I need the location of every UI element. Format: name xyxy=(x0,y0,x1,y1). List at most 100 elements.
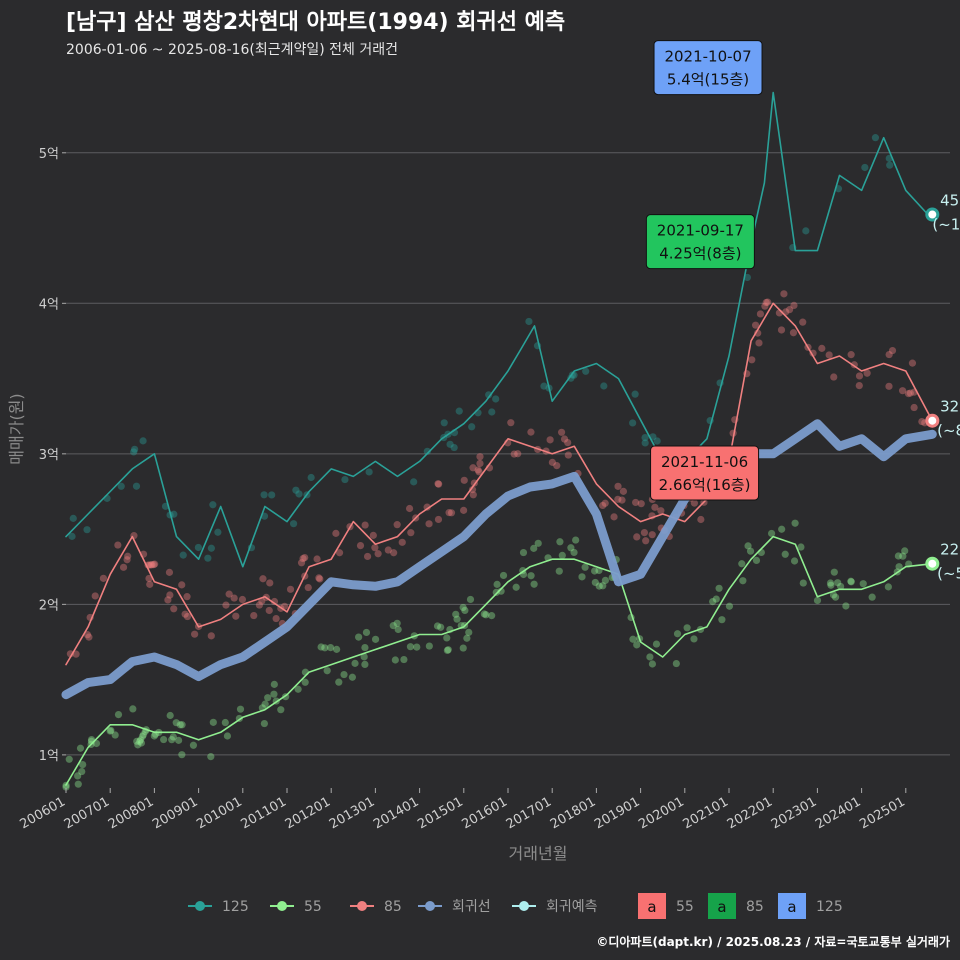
scatter-point xyxy=(474,466,482,474)
scatter-point xyxy=(595,582,603,590)
scatter-point xyxy=(265,606,273,615)
scatter-point xyxy=(423,503,431,511)
scatter-point xyxy=(813,596,822,605)
x-tick-label: 200801 xyxy=(106,794,156,832)
scatter-point xyxy=(183,593,191,601)
x-tick-label: 201901 xyxy=(592,794,642,832)
scatter-point xyxy=(572,536,580,544)
scatter-point xyxy=(362,628,371,637)
scatter-point xyxy=(316,575,324,583)
scatter-point xyxy=(326,643,335,652)
scatter-point xyxy=(640,528,649,537)
scatter-point xyxy=(746,547,755,555)
scatter-point xyxy=(123,556,131,564)
scatter-point xyxy=(837,582,845,591)
scatter-point xyxy=(400,655,408,664)
scatter-point xyxy=(76,744,85,752)
forecast-point xyxy=(925,556,940,571)
scatter-point xyxy=(223,732,232,740)
legend-label: 55 xyxy=(304,899,322,915)
y-tick-label: 2억 xyxy=(39,598,59,613)
scatter-point xyxy=(459,644,467,652)
scatter-point xyxy=(591,567,599,575)
scatter-point xyxy=(898,387,907,395)
scatter-point xyxy=(465,628,473,636)
scatter-point xyxy=(633,641,641,649)
x-tick-label: 202401 xyxy=(813,794,863,832)
scatter-point xyxy=(393,521,401,529)
annotation-date: 2021-11-06 xyxy=(661,453,748,471)
scatter-point xyxy=(62,783,70,791)
scatter-point xyxy=(629,635,637,643)
scatter-point xyxy=(333,645,341,653)
legend-label-glyph: a xyxy=(787,898,796,916)
scatter-point xyxy=(790,301,798,310)
forecast-value-label: 45,900 xyxy=(940,192,960,210)
scatter-point xyxy=(164,596,172,604)
scatter-point xyxy=(114,541,122,549)
scatter-point xyxy=(91,592,99,600)
scatter-point xyxy=(425,642,433,650)
forecast-area-label: (~125㎡) xyxy=(932,216,960,234)
scatter-point xyxy=(855,372,864,380)
scatter-point xyxy=(709,597,717,606)
x-tick-label: 201401 xyxy=(371,794,421,832)
scatter-point xyxy=(488,612,496,620)
scatter-point xyxy=(834,579,842,587)
scatter-point xyxy=(137,736,145,744)
scatter-point xyxy=(744,542,752,550)
legend-label: 85 xyxy=(746,899,764,915)
scatter-point xyxy=(492,588,500,597)
scatter-point xyxy=(68,532,76,540)
scatter-point xyxy=(718,616,726,624)
scatter-point xyxy=(460,476,468,484)
scatter-point xyxy=(259,575,267,583)
forecast-area-label: (~55㎡) xyxy=(937,565,960,583)
scatter-point xyxy=(455,407,463,415)
scatter-point xyxy=(437,623,445,631)
scatter-point xyxy=(601,499,609,507)
scatter-point xyxy=(553,462,561,470)
scatter-point xyxy=(885,382,893,390)
scatter-point xyxy=(715,584,723,592)
chart-subtitle: 2006-01-06 ~ 2025-08-16(최근계약일) 전체 거래건 xyxy=(66,42,398,58)
scatter-point xyxy=(317,643,325,651)
scatter-point xyxy=(475,468,483,476)
scatter-point xyxy=(652,640,661,648)
scatter-point xyxy=(147,561,155,569)
scatter-point xyxy=(151,560,159,568)
scatter-point xyxy=(170,605,178,613)
scatter-point xyxy=(255,601,263,609)
scatter-point xyxy=(351,659,359,667)
scatter-point xyxy=(335,549,344,557)
scatter-point xyxy=(389,622,397,630)
scatter-point xyxy=(469,491,477,499)
legend-label: 회귀선 xyxy=(452,899,491,915)
scatter-point xyxy=(321,644,329,652)
scatter-point xyxy=(570,548,578,557)
scatter-point xyxy=(648,531,656,539)
scatter-point xyxy=(272,614,280,623)
y-tick-label: 3억 xyxy=(39,448,59,463)
scatter-point xyxy=(207,544,215,552)
scatter-point xyxy=(361,660,369,669)
legend-label: 회귀예측 xyxy=(546,899,598,915)
scatter-point xyxy=(194,543,202,552)
scatter-point xyxy=(136,737,144,746)
scatter-point xyxy=(578,573,586,581)
scatter-point xyxy=(556,538,564,546)
annotation-box xyxy=(650,445,760,501)
scatter-point xyxy=(778,525,786,533)
scatter-point xyxy=(790,557,799,565)
scatter-point xyxy=(510,450,518,458)
scatter-point xyxy=(527,572,535,580)
scatter-point xyxy=(499,571,508,580)
x-tick-label: 201301 xyxy=(327,794,377,832)
series-line-125 xyxy=(65,91,929,568)
scatter-point xyxy=(488,408,496,416)
forecast-points: 45,900 (~125㎡) 32,200 (~85㎡) 22,733 (~55㎡) xyxy=(925,192,960,583)
scatter-point xyxy=(270,690,278,698)
scatter-point xyxy=(111,731,119,739)
scatter-point xyxy=(146,580,154,588)
scatter-point xyxy=(423,447,431,455)
